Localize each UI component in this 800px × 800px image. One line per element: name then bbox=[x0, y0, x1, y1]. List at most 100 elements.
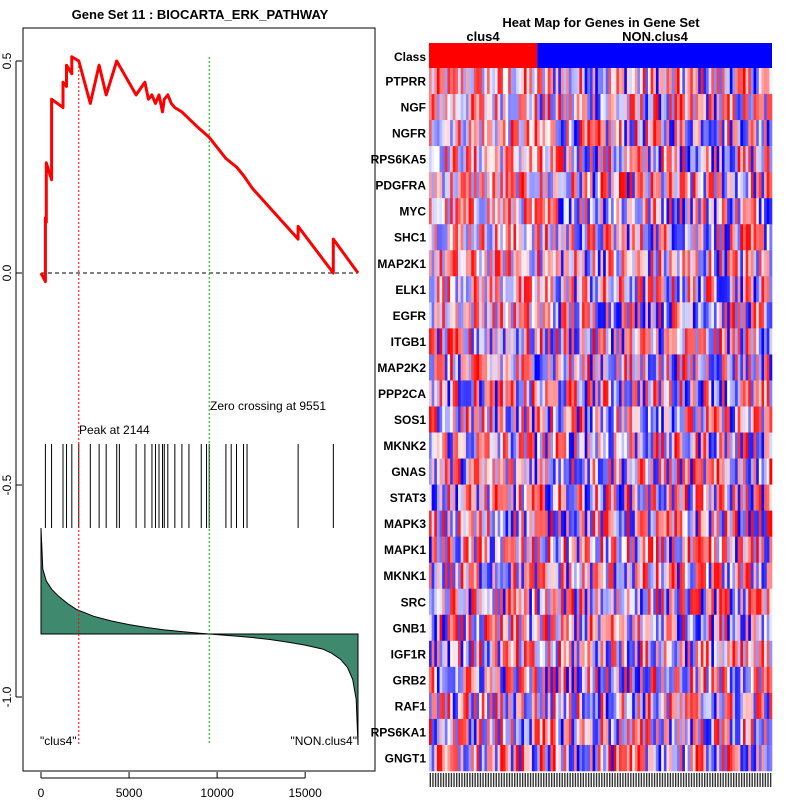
heatmap-cell bbox=[621, 666, 625, 694]
heatmap-cell bbox=[481, 588, 485, 616]
heatmap-cell bbox=[716, 484, 720, 511]
heatmap-cell bbox=[550, 120, 554, 147]
sample-label-mark bbox=[455, 773, 458, 787]
heatmap-cell bbox=[508, 276, 512, 303]
heatmap-cell bbox=[669, 224, 673, 251]
heatmap-cell bbox=[431, 224, 435, 251]
heatmap-cell bbox=[555, 250, 559, 277]
heatmap-cell bbox=[669, 68, 673, 95]
heatmap-cell bbox=[721, 432, 725, 459]
heatmap-cell bbox=[687, 718, 691, 746]
heatmap-cell bbox=[690, 302, 694, 329]
heatmap-cell bbox=[529, 276, 533, 303]
heatmap-cell bbox=[574, 198, 578, 225]
heatmap-cell bbox=[721, 302, 725, 329]
heatmap-cell bbox=[592, 536, 596, 564]
heatmap-cell bbox=[563, 302, 567, 329]
heatmap-cell bbox=[737, 588, 741, 616]
heatmap-cell bbox=[429, 666, 432, 694]
heatmap-cell bbox=[671, 354, 675, 381]
heatmap-cell bbox=[542, 250, 546, 277]
heatmap-cell bbox=[708, 198, 712, 225]
heatmap-cell bbox=[740, 68, 744, 95]
heatmap-cell bbox=[463, 744, 467, 772]
heatmap-cell bbox=[531, 588, 535, 616]
heatmap-cell bbox=[632, 692, 636, 720]
heatmap-cell bbox=[687, 510, 691, 537]
heatmap-cell bbox=[455, 328, 459, 355]
heatmap-cell bbox=[436, 588, 440, 616]
heatmap-cell bbox=[534, 458, 538, 485]
heatmap-cell bbox=[605, 380, 609, 407]
heatmap-cell bbox=[708, 68, 712, 95]
heatmap-cell bbox=[700, 614, 704, 642]
heatmap-cell bbox=[516, 536, 520, 564]
heatmap-cell bbox=[568, 198, 572, 225]
heatmap-cell bbox=[508, 302, 512, 329]
heatmap-cell bbox=[650, 562, 654, 590]
heatmap-cell bbox=[695, 172, 699, 199]
heatmap-cell bbox=[642, 458, 646, 485]
heatmap-cell bbox=[574, 120, 578, 147]
heatmap-cell bbox=[713, 510, 717, 537]
heatmap-cell bbox=[671, 94, 675, 121]
heatmap-cell bbox=[700, 172, 704, 199]
heatmap-cell bbox=[611, 328, 614, 355]
heatmap-cell bbox=[479, 302, 483, 329]
heatmap-cell bbox=[487, 354, 490, 381]
heatmap-cell bbox=[745, 640, 749, 668]
heatmap-cell bbox=[516, 692, 520, 720]
heatmap-cell bbox=[553, 692, 556, 720]
heatmap-cell bbox=[584, 302, 588, 329]
heatmap-cell bbox=[434, 692, 438, 720]
heatmap-cell bbox=[624, 354, 628, 381]
heatmap-cell bbox=[597, 198, 601, 225]
heatmap-cell bbox=[674, 458, 678, 485]
heatmap-cell bbox=[545, 484, 549, 511]
heatmap-cell bbox=[452, 666, 456, 694]
heatmap-cell bbox=[703, 276, 707, 303]
heatmap-cell bbox=[698, 224, 702, 251]
heatmap-cell bbox=[742, 354, 746, 381]
heatmap-cell bbox=[766, 614, 770, 642]
heatmap-cell bbox=[613, 562, 617, 590]
heatmap-cell bbox=[574, 588, 578, 616]
heatmap-cell bbox=[613, 276, 617, 303]
heatmap-cell bbox=[500, 484, 504, 511]
heatmap-cell bbox=[476, 94, 480, 121]
heatmap-cell bbox=[703, 94, 707, 121]
sample-label-mark bbox=[693, 773, 695, 787]
heatmap-cell bbox=[592, 718, 596, 746]
heatmap-cell bbox=[716, 328, 720, 355]
heatmap-cell bbox=[553, 458, 556, 485]
heatmap-cell bbox=[603, 406, 607, 433]
heatmap-cell bbox=[431, 666, 435, 694]
heatmap-cell bbox=[476, 354, 480, 381]
heatmap-cell bbox=[458, 718, 461, 746]
heatmap-cell bbox=[634, 484, 638, 511]
heatmap-cell bbox=[666, 536, 670, 564]
gene-label: PPP2CA bbox=[378, 387, 426, 401]
heatmap-cell bbox=[444, 432, 448, 459]
heatmap-cell bbox=[597, 692, 601, 720]
sample-label-mark bbox=[764, 773, 767, 787]
heatmap-cell bbox=[463, 666, 467, 694]
heatmap-cell bbox=[729, 250, 733, 277]
heatmap-cell bbox=[576, 302, 580, 329]
heatmap-cell bbox=[489, 198, 493, 225]
heatmap-cell bbox=[711, 276, 715, 303]
sample-label-mark bbox=[754, 773, 756, 787]
heatmap-cell bbox=[494, 692, 498, 720]
heatmap-cell bbox=[740, 250, 744, 277]
sample-label-mark bbox=[593, 773, 595, 787]
heatmap-cell bbox=[595, 432, 599, 459]
heatmap-cell bbox=[682, 172, 686, 199]
heatmap-cell bbox=[526, 250, 530, 277]
heatmap-cell bbox=[764, 328, 768, 355]
heatmap-cell bbox=[523, 120, 527, 147]
heatmap-cell bbox=[553, 588, 556, 616]
heatmap-cell bbox=[592, 328, 596, 355]
heatmap-cell bbox=[758, 224, 762, 251]
heatmap-cell bbox=[750, 562, 754, 590]
heatmap-cell bbox=[621, 224, 625, 251]
